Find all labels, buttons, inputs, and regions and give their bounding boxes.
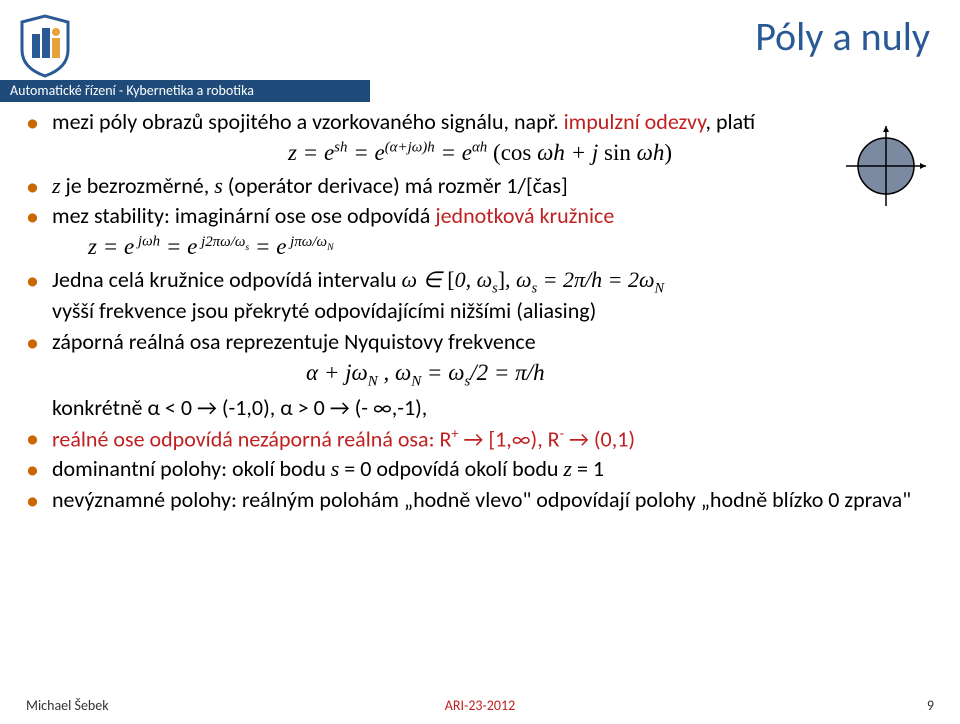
bullet-item: • nevýznamné polohy: reálným polohám „ho… (26, 486, 934, 515)
bullet-item: • dominantní polohy: okolí bodu s = 0 od… (26, 455, 934, 484)
footer-course-code: ARI-23-2012 (0, 697, 960, 714)
slide-title: Póly a nuly (755, 12, 930, 61)
bullet-text: nevýznamné polohy: reálným polohám „hodn… (52, 486, 934, 515)
bullet-text: konkrétně α < 0 → (-1,0), α > 0 → (- ∞,-… (52, 394, 427, 421)
bullet-item: • reálné ose odpovídá nezáporná reálná o… (26, 424, 934, 453)
bullet-dot-icon: • (26, 424, 52, 453)
bullet-red-text: reálné ose odpovídá nezáporná reálná osa… (52, 424, 934, 453)
bullet-dot-icon: • (26, 202, 52, 264)
bullet-text: Jedna celá kružnice odpovídá intervalu ω… (52, 266, 934, 326)
bullet-text: , platí (706, 108, 756, 135)
course-subtitle-text: Automatické řízení - Kybernetika a robot… (10, 82, 254, 99)
bullet-text: mez stability: imaginární ose ose odpoví… (52, 202, 435, 229)
bullet-text: mezi póly obrazů spojitého a vzorkovanéh… (52, 108, 564, 135)
course-subtitle-bar: Automatické řízení - Kybernetika a robot… (0, 80, 370, 102)
bullet-item: • Jedna celá kružnice odpovídá intervalu… (26, 266, 934, 326)
bullet-item: • mez stability: imaginární ose ose odpo… (26, 202, 934, 264)
slide-content: • mezi póly obrazů spojitého a vzorkovan… (26, 108, 934, 516)
bullet-item: • záporná reálná osa reprezentuje Nyquis… (26, 328, 934, 422)
bullet-dot-icon: • (26, 266, 52, 326)
formula: z = e jωh = e j2πω/ωs = e jπω/ωN (52, 232, 934, 261)
university-logo (18, 14, 72, 78)
formula: α + jωN , ωN = ωs/2 = π/h (26, 358, 934, 392)
bullet-item: • mezi póly obrazů spojitého a vzorkovan… (26, 108, 934, 170)
bullet-dot-icon: • (26, 455, 52, 484)
bullet-text: záporná reálná osa reprezentuje Nyquisto… (52, 328, 536, 355)
bullet-item: • z je bezrozměrné, s (operátor derivace… (26, 172, 934, 201)
bullet-dot-icon: • (26, 172, 52, 201)
bullet-text: z je bezrozměrné, s (operátor derivace) … (52, 172, 934, 201)
formula: z = esh = e(α+jω)h = eαh (cos ωh + j sin… (26, 138, 934, 167)
bullet-red-text: jednotková kružnice (435, 202, 614, 229)
bullet-red-text: impulzní odezvy (564, 108, 706, 135)
bullet-dot-icon: • (26, 486, 52, 515)
footer-page-number: 9 (927, 697, 934, 714)
bullet-text: dominantní polohy: okolí bodu s = 0 odpo… (52, 455, 934, 484)
